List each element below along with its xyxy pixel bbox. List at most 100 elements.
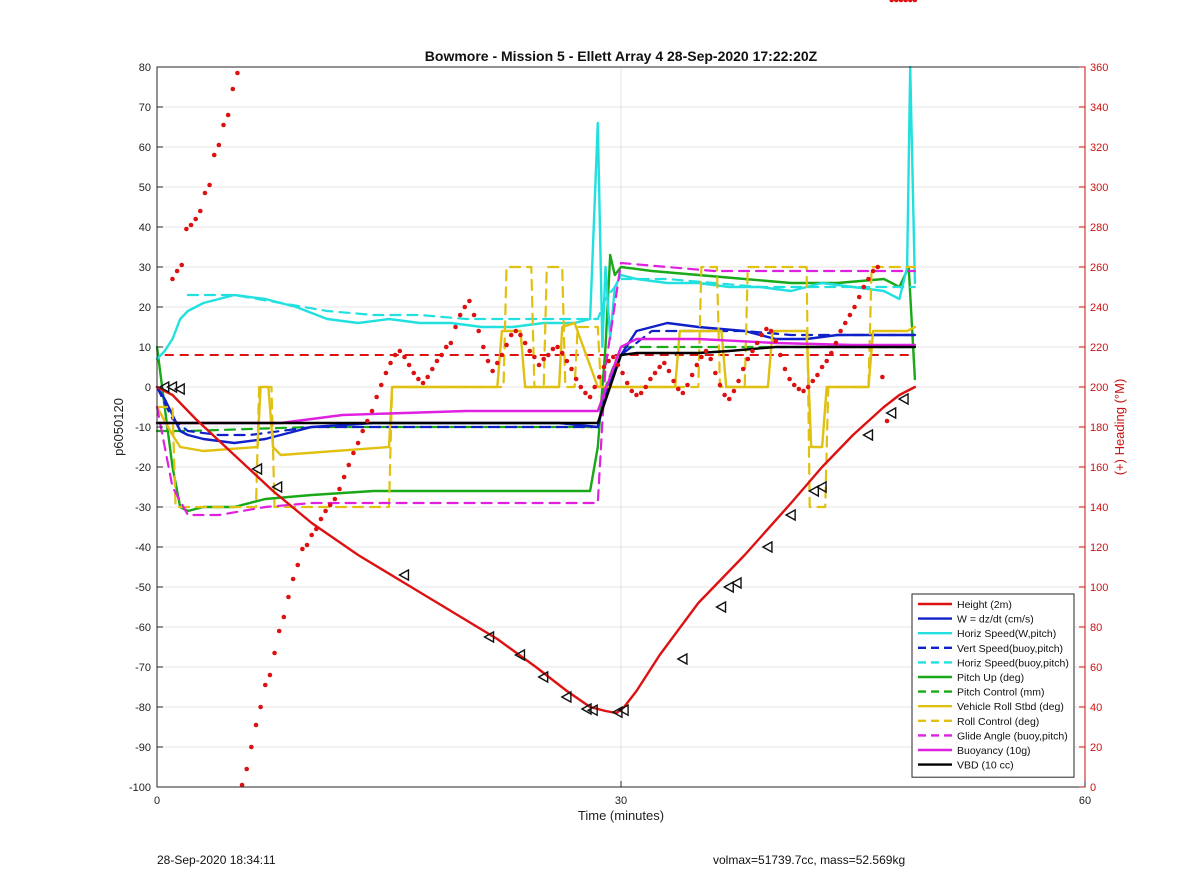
heading-point: [894, 0, 899, 3]
y-tick-label: 10: [139, 342, 151, 354]
heading-point: [889, 0, 894, 3]
dive-markers: [158, 380, 909, 719]
heading-point: [443, 344, 449, 350]
chart-title: Bowmore - Mission 5 - Ellett Array 4 28-…: [425, 48, 818, 64]
heading-point: [207, 182, 212, 188]
dive-marker: [251, 462, 263, 476]
dive-marker: [676, 652, 688, 666]
heading-point: [685, 382, 690, 388]
heading-point: [555, 344, 560, 350]
heading-point: [680, 390, 686, 396]
heading-point: [397, 348, 403, 354]
y2-tick-label: 140: [1090, 502, 1108, 514]
heading-point: [638, 390, 644, 396]
x-tick-label: 30: [615, 795, 627, 807]
legend-label: Horiz Speed(buoy,pitch): [957, 657, 1069, 669]
heading-point: [666, 368, 672, 374]
heading-point: [499, 352, 505, 358]
y-tick-label: 0: [145, 382, 151, 394]
heading-point: [713, 370, 718, 376]
heading-point: [546, 352, 551, 358]
heading-point: [300, 546, 305, 552]
heading-point: [439, 352, 444, 358]
y2-tick-label: 160: [1090, 462, 1108, 474]
heading-point: [634, 392, 639, 398]
heading-point: [745, 356, 751, 362]
heading-point: [597, 374, 602, 380]
legend-label: Buoyancy (10g): [957, 745, 1031, 757]
legend-label: VBD (10 cc): [957, 760, 1014, 772]
heading-point: [699, 354, 704, 360]
heading-point: [880, 374, 885, 380]
heading-point: [281, 614, 287, 620]
heading-point: [198, 208, 203, 214]
y2-tick-label: 20: [1090, 742, 1102, 754]
heading-point: [671, 378, 676, 384]
heading-point: [527, 348, 533, 354]
heading-point: [754, 340, 760, 346]
heading-point: [810, 378, 816, 384]
legend-label: W = dz/dt (cm/s): [957, 614, 1034, 626]
heading-point: [578, 384, 584, 390]
heading-point: [620, 370, 625, 376]
heading-point: [221, 122, 226, 128]
heading-point: [304, 542, 310, 548]
heading-point: [643, 384, 649, 390]
dive-marker: [815, 480, 827, 494]
y-tick-label: -20: [135, 462, 151, 474]
heading-point: [791, 382, 797, 388]
y-axis-label: p6050120: [111, 398, 126, 456]
heading-point: [253, 722, 259, 728]
heading-point: [592, 384, 598, 390]
heading-point: [416, 376, 421, 382]
y-tick-label: -60: [135, 622, 151, 634]
heading-point: [286, 594, 291, 600]
heading-point: [573, 376, 579, 382]
heading-point: [624, 380, 630, 386]
dive-marker: [862, 428, 874, 442]
right-axis-ticks: 0 20 40 60 80 100 120 140 160 180 200 220 240 260 280 3…: [1079, 62, 1108, 794]
y2-tick-label: 100: [1090, 582, 1108, 594]
bottom-axis-ticks: 0 30 60: [154, 781, 1091, 807]
heading-point: [866, 276, 871, 282]
y2-tick-label: 340: [1090, 102, 1108, 114]
heading-point: [504, 342, 509, 348]
footer-vehicle-info: volmax=51739.7cc, mass=52.569kg: [713, 853, 906, 867]
heading-point: [541, 356, 546, 362]
heading-point: [453, 324, 458, 330]
heading-point: [332, 496, 338, 502]
heading-point: [314, 526, 319, 532]
heading-point: [856, 294, 862, 300]
y-tick-label: -90: [135, 742, 151, 754]
y-tick-label: -30: [135, 502, 151, 514]
heading-point: [235, 70, 240, 76]
heading-point: [471, 312, 477, 318]
heading-point: [610, 354, 616, 360]
heading-point: [411, 370, 417, 376]
legend-label: Glide Angle (buoy,pitch): [957, 730, 1068, 742]
footer-timestamp: 28-Sep-2020 18:34:11: [157, 853, 276, 867]
heading-point: [875, 264, 881, 270]
heading-point: [378, 382, 384, 388]
y-tick-label: -70: [135, 662, 151, 674]
legend-label: Height (2m): [957, 599, 1012, 611]
y2-tick-label: 200: [1090, 382, 1108, 394]
heading-point: [365, 418, 370, 424]
y-tick-label: -40: [135, 542, 151, 554]
series-line: [155, 65, 917, 361]
heading-point: [847, 312, 853, 318]
heading-point: [457, 312, 463, 318]
heading-point: [694, 362, 700, 368]
heading-point: [225, 112, 231, 118]
heading-point: [262, 682, 268, 688]
heading-point: [522, 340, 528, 346]
dive-marker: [483, 630, 495, 644]
heading-point: [179, 262, 185, 268]
dive-marker: [537, 670, 549, 684]
y2-tick-label: 320: [1090, 142, 1108, 154]
dive-marker: [784, 508, 796, 522]
y2-tick-label: 60: [1090, 662, 1102, 674]
y2-tick-label: 180: [1090, 422, 1108, 434]
legend-label: Pitch Control (mm): [957, 687, 1045, 699]
dive-marker: [897, 392, 909, 406]
